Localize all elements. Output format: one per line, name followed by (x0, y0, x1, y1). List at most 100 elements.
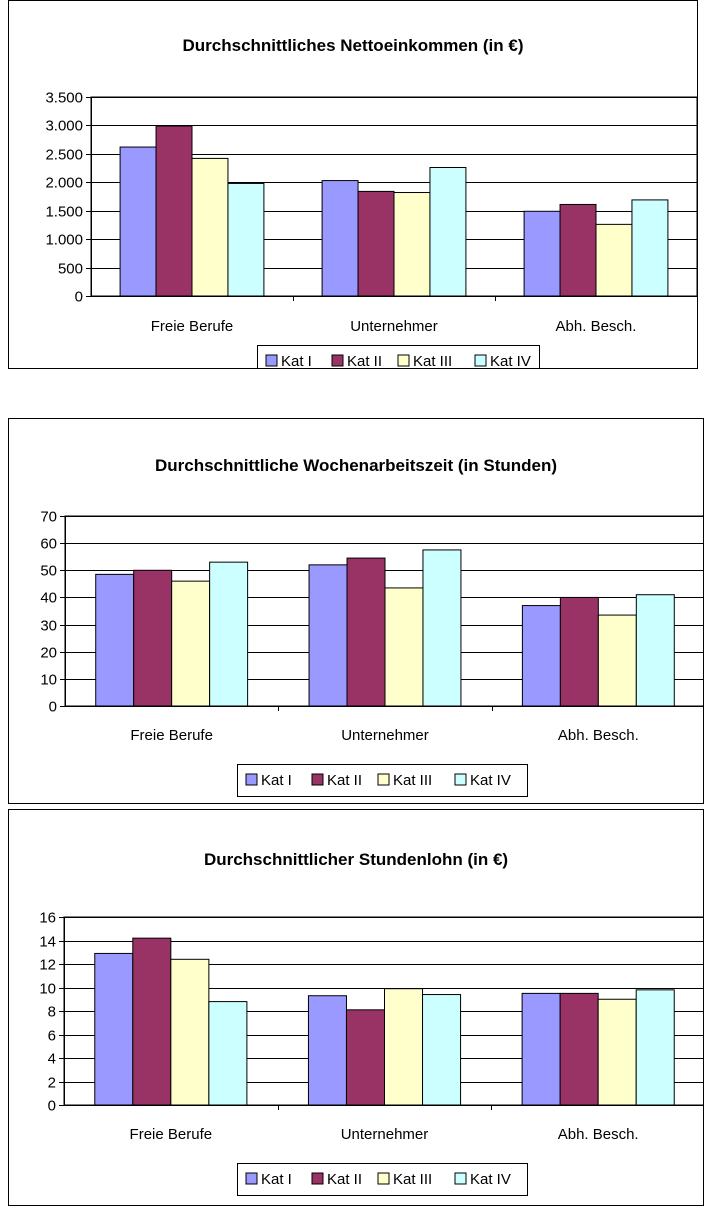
legend-label: Kat IV (470, 772, 511, 789)
legend-label: Kat IV (490, 353, 531, 368)
bar-kat-i (119, 146, 157, 297)
y-tick-label: 2.000 (45, 175, 83, 192)
y-tick-label: 12 (39, 957, 56, 974)
legend-label: Kat III (393, 1171, 432, 1188)
y-tick-label: 0 (48, 1098, 56, 1115)
legend-label: Kat I (261, 772, 292, 789)
x-tick-label: Abh. Besch. (558, 727, 639, 744)
bar-kat-iv (209, 561, 249, 707)
bar-kat-iii (384, 587, 424, 707)
y-tick-label: 6 (48, 1028, 56, 1045)
bar-kat-ii (155, 125, 193, 297)
legend-swatch (331, 354, 344, 367)
legend-swatch (377, 1172, 390, 1185)
y-tick-label: 60 (40, 536, 57, 553)
legend-swatch (245, 773, 258, 786)
bar-kat-ii (345, 1009, 386, 1106)
x-tick-label: Unternehmer (341, 1126, 429, 1143)
bar-kat-iv (635, 989, 675, 1106)
bar-kat-ii (132, 937, 172, 1106)
bar-kat-iv (631, 199, 669, 297)
bar-kat-iv (422, 549, 462, 707)
bar-kat-ii (357, 190, 395, 297)
legend-swatch (245, 1172, 258, 1185)
legend-label: Kat II (347, 353, 382, 368)
chart-svg: Durchschnittliches Nettoeinkommen (in €)… (45, 36, 697, 368)
bar-kat-iii (393, 192, 431, 297)
x-tick-label: Freie Berufe (130, 727, 213, 744)
bar-kat-ii (559, 596, 599, 707)
legend-swatch (377, 773, 390, 786)
chart-svg: Durchschnittliche Wochenarbeitszeit (in … (40, 456, 703, 797)
bar-kat-iv (227, 182, 265, 297)
y-tick-label: 4 (48, 1051, 56, 1068)
chart-workhours-panel: Durchschnittliche Wochenarbeitszeit (in … (8, 418, 704, 804)
legend-swatch (311, 773, 324, 786)
legend-swatch (474, 354, 487, 367)
y-tick-label: 0 (75, 289, 83, 306)
bar-kat-iii (595, 223, 633, 297)
bar-kat-ii (559, 992, 599, 1106)
y-tick-label: 14 (39, 934, 56, 951)
legend-label: Kat I (281, 353, 312, 368)
y-tick-label: 1.500 (45, 204, 83, 221)
y-tick-label: 2.500 (45, 147, 83, 164)
y-tick-label: 500 (58, 261, 83, 278)
chart-svg: Durchschnittlicher Stundenlohn (in €) 0 2 4… (39, 850, 703, 1196)
legend-swatch (311, 1172, 324, 1185)
y-tick-label: 8 (48, 1004, 56, 1021)
bar-kat-i (94, 952, 134, 1106)
bar-kat-iv (422, 994, 462, 1106)
chart-hourly-wage-panel: Durchschnittlicher Stundenlohn (in €) 0 2 4… (8, 809, 704, 1206)
bar-kat-i (523, 210, 561, 297)
bar-kat-iii (597, 614, 637, 707)
y-tick-label: 50 (40, 563, 57, 580)
bar-kat-i (95, 573, 135, 707)
x-tick-label: Freie Berufe (151, 318, 234, 335)
legend-label: Kat II (327, 772, 362, 789)
y-tick-label: 2 (48, 1075, 56, 1092)
chart-title: Durchschnittliches Nettoeinkommen (in €) (183, 36, 524, 55)
legend-swatch (454, 1172, 467, 1185)
bar-kat-iv (635, 594, 675, 707)
y-tick-label: 0 (49, 699, 57, 716)
legend-swatch (397, 354, 410, 367)
legend-label: Kat IV (470, 1171, 511, 1188)
x-tick-label: Unternehmer (341, 727, 429, 744)
bar-kat-iv (429, 167, 467, 297)
y-tick-label: 70 (40, 509, 57, 526)
bar-kat-i (308, 564, 348, 707)
chart-title: Durchschnittliche Wochenarbeitszeit (in … (155, 456, 557, 475)
chart-income-panel: Durchschnittliches Nettoeinkommen (in €)… (8, 0, 698, 369)
chart-title: Durchschnittlicher Stundenlohn (in €) (204, 850, 508, 869)
y-tick-label: 10 (39, 981, 56, 998)
legend-label: Kat I (261, 1171, 292, 1188)
bar-kat-iv (208, 1001, 248, 1106)
bar-kat-i (521, 605, 561, 707)
bar-kat-i (307, 995, 347, 1106)
bar-kat-i (521, 992, 561, 1106)
bar-kat-iii (170, 958, 210, 1106)
x-tick-label: Abh. Besch. (556, 318, 637, 335)
bar-kat-iii (384, 988, 424, 1106)
bar-kat-iii (171, 580, 211, 707)
y-tick-label: 1.000 (45, 232, 83, 249)
x-tick-label: Freie Berufe (130, 1126, 213, 1143)
bar-kat-ii (346, 557, 386, 707)
bar-kat-iii (597, 998, 637, 1106)
y-tick-label: 10 (40, 672, 57, 689)
x-tick-label: Unternehmer (350, 318, 438, 335)
legend-swatch (454, 773, 467, 786)
legend-label: Kat III (393, 772, 432, 789)
y-tick-label: 20 (40, 645, 57, 662)
y-tick-label: 30 (40, 618, 57, 635)
y-tick-label: 3.500 (45, 90, 83, 107)
legend-label: Kat II (327, 1171, 362, 1188)
bar-kat-ii (133, 569, 173, 707)
y-tick-label: 3.000 (45, 118, 83, 135)
x-tick-label: Abh. Besch. (558, 1126, 639, 1143)
legend-swatch (265, 354, 278, 367)
bar-kat-iii (191, 157, 229, 297)
bar-kat-i (321, 180, 359, 297)
y-tick-label: 16 (39, 910, 56, 927)
